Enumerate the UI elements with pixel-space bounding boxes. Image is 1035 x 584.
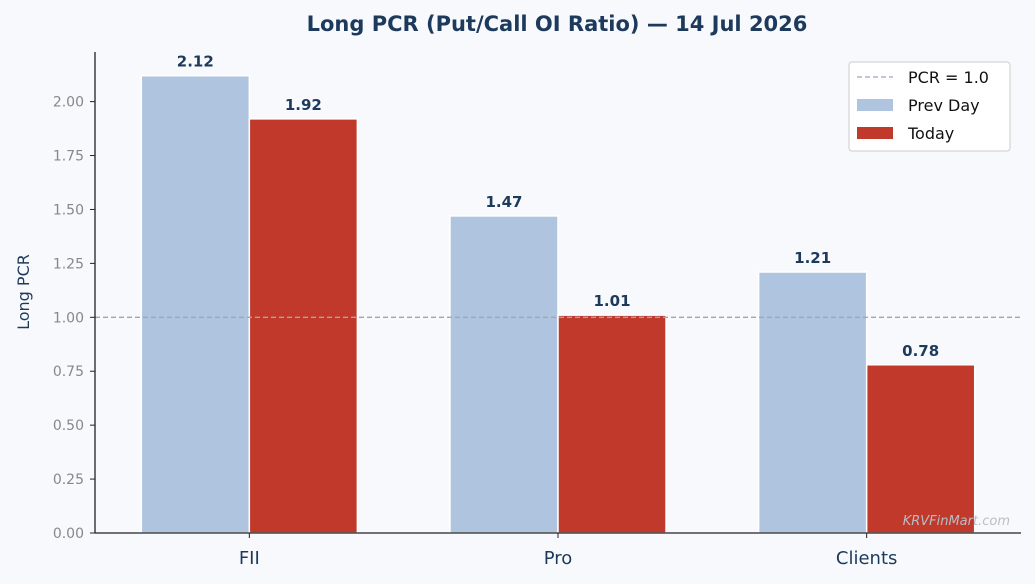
y-axis-label: Long PCR	[14, 254, 33, 330]
x-tick-label: Clients	[836, 548, 898, 569]
y-tick-label: 1.75	[53, 149, 84, 165]
y-tick-label: 1.25	[53, 256, 84, 272]
legend-label: Today	[907, 124, 954, 143]
data-label: 1.01	[594, 292, 631, 310]
data-label: 1.47	[485, 193, 522, 211]
bar-prev-day-clients	[757, 271, 868, 534]
data-label: 0.78	[902, 342, 939, 360]
x-tick-label: FII	[239, 548, 260, 569]
x-tick-label: Pro	[544, 548, 573, 569]
bar-today-clients	[865, 364, 976, 534]
y-tick-label: 0.50	[53, 418, 84, 434]
data-label: 1.92	[285, 96, 322, 114]
y-tick-label: 1.00	[53, 310, 84, 326]
bars-layer: 2.12 1.92 1.47 1.01 1.21 0.78	[95, 53, 1021, 534]
bar-prev-day-pro	[449, 215, 559, 534]
y-tick-label: 0.75	[53, 364, 84, 380]
bar-today-pro	[557, 314, 667, 534]
legend-label: Prev Day	[908, 96, 980, 115]
y-tick-label: 0.25	[53, 472, 84, 488]
y-tick-label: 2.00	[53, 95, 84, 111]
ticks-layer: 0.00 0.25 0.50 0.75 1.00 1.25 1.50 1.75 2.00 FII P…	[53, 52, 1021, 569]
watermark: KRVFinMart.com	[903, 514, 1010, 529]
data-label: 1.21	[794, 249, 831, 267]
legend: PCR = 1.0 Prev Day Today	[848, 61, 1011, 152]
bar-prev-day-fii	[140, 74, 251, 534]
y-tick-label: 1.50	[53, 202, 84, 218]
y-tick-label: 0.00	[53, 526, 84, 542]
chart-title: Long PCR (Put/Call OI Ratio) — 14 Jul 20…	[307, 12, 808, 36]
bar-today-fii	[248, 118, 359, 534]
legend-label: PCR = 1.0	[908, 68, 989, 87]
legend-swatch-prev-day	[857, 99, 893, 111]
legend-swatch-today	[857, 127, 893, 139]
data-label: 2.12	[177, 53, 214, 71]
